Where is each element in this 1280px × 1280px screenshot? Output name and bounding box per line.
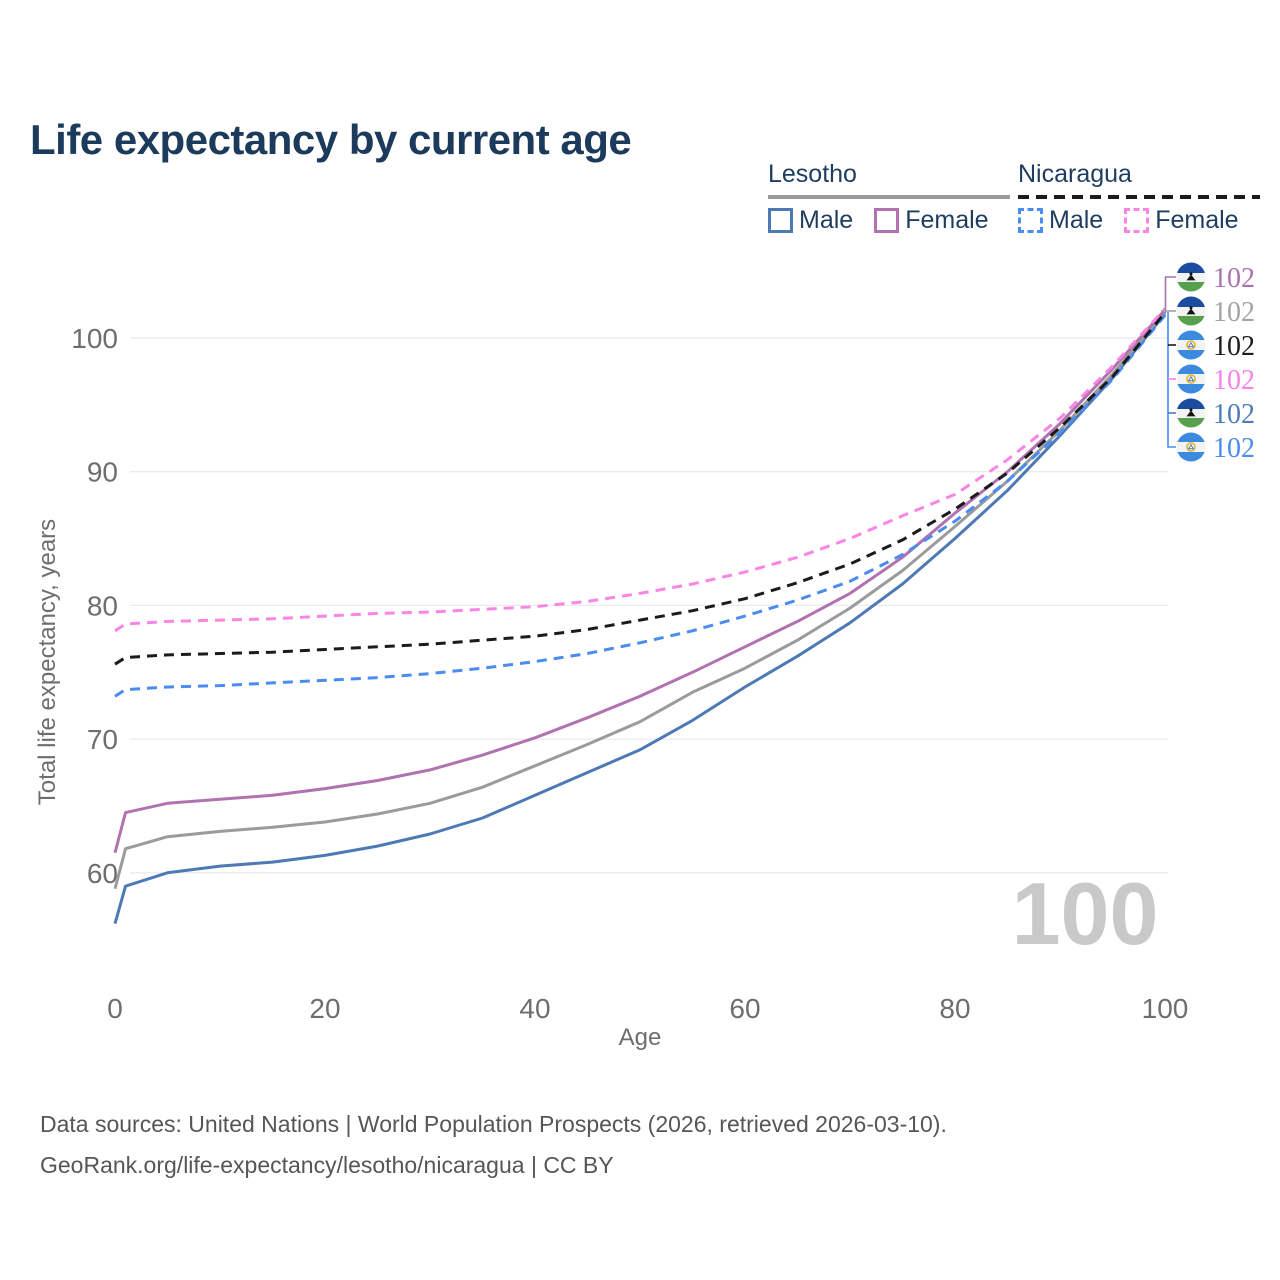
series-line-nicaragua-female bbox=[114, 307, 1167, 633]
x-tick-label-100: 100 bbox=[1142, 993, 1189, 1024]
y-tick-label-90: 90 bbox=[87, 457, 118, 488]
y-tick-label-70: 70 bbox=[87, 724, 118, 755]
legend-label: Female bbox=[1155, 206, 1239, 234]
y-tick-label-100: 100 bbox=[71, 323, 118, 354]
end-value-label-nicaragua-female: 102 bbox=[1213, 365, 1255, 396]
nicaragua-flag-icon bbox=[1176, 330, 1206, 360]
nicaragua-dashed-line-swatch bbox=[1018, 195, 1260, 199]
legend-label: Female bbox=[905, 206, 989, 234]
x-tick-label-80: 80 bbox=[939, 993, 970, 1024]
y-tick-label-80: 80 bbox=[87, 590, 118, 621]
y-tick-label-60: 60 bbox=[87, 858, 118, 889]
x-tick-label-20: 20 bbox=[309, 993, 340, 1024]
legend-items-lesotho: Male Female bbox=[768, 206, 1010, 235]
page-title: Life expectancy by current age bbox=[30, 116, 632, 164]
legend-items-nicaragua: Male Female bbox=[1018, 206, 1260, 235]
legend-label: Male bbox=[1049, 206, 1104, 234]
source-line-2: GeoRank.org/life-expectancy/lesotho/nica… bbox=[40, 1152, 614, 1178]
leader-line-lesotho-female bbox=[1164, 276, 1176, 313]
end-value-label-nicaragua-male: 102 bbox=[1213, 433, 1255, 464]
nicaragua-male-checkbox-icon[interactable] bbox=[1018, 208, 1043, 233]
legend-item-nicaragua-male[interactable]: Male bbox=[1018, 206, 1103, 235]
legend-item-nicaragua-female[interactable]: Female bbox=[1124, 206, 1239, 235]
end-value-label-lesotho-female: 102 bbox=[1213, 263, 1255, 294]
legend-title-lesotho[interactable]: Lesotho bbox=[768, 160, 857, 188]
series-line-nicaragua-male bbox=[114, 314, 1167, 698]
x-tick-label-40: 40 bbox=[519, 993, 550, 1024]
x-axis-title: Age bbox=[618, 1024, 662, 1051]
legend-item-lesotho-female[interactable]: Female bbox=[874, 206, 989, 235]
end-value-label-lesotho-both-sexes: 102 bbox=[1213, 297, 1255, 328]
x-tick-label-60: 60 bbox=[729, 993, 760, 1024]
legend-group-lesotho: Lesotho Male Female bbox=[768, 160, 1010, 235]
lesotho-flag-icon bbox=[1176, 262, 1206, 292]
nicaragua-female-checkbox-icon[interactable] bbox=[1124, 208, 1150, 233]
legend-title-nicaragua[interactable]: Nicaragua bbox=[1018, 160, 1132, 188]
leader-line-nicaragua-male bbox=[1167, 312, 1176, 448]
nicaragua-flag-icon bbox=[1176, 432, 1206, 462]
series-line-nicaragua-both-sexes bbox=[114, 311, 1167, 666]
lesotho-flag-icon bbox=[1176, 296, 1206, 326]
legend-item-lesotho-male[interactable]: Male bbox=[768, 206, 853, 235]
lesotho-solid-line-swatch bbox=[768, 195, 1010, 199]
series-line-lesotho-female bbox=[113, 308, 1167, 854]
series-line-lesotho-male bbox=[113, 312, 1167, 925]
lesotho-female-checkbox-icon[interactable] bbox=[874, 208, 900, 233]
source-line-1: Data sources: United Nations | World Pop… bbox=[40, 1111, 947, 1137]
y-axis-title: Total life expectancy, years bbox=[34, 518, 61, 806]
legend-group-nicaragua: Nicaragua Male Female bbox=[1018, 160, 1260, 235]
source-attribution: Data sources: United Nations | World Pop… bbox=[40, 1104, 947, 1186]
end-value-label-nicaragua-both-sexes: 102 bbox=[1213, 331, 1255, 362]
age-watermark: 100 bbox=[1012, 864, 1159, 963]
x-tick-label-0: 0 bbox=[107, 993, 123, 1024]
end-value-label-lesotho-male: 102 bbox=[1213, 399, 1255, 430]
nicaragua-flag-icon bbox=[1176, 364, 1206, 394]
series-line-lesotho-both-sexes bbox=[113, 311, 1167, 890]
lesotho-flag-icon bbox=[1176, 398, 1206, 428]
legend-label: Male bbox=[799, 206, 854, 234]
lesotho-male-checkbox-icon[interactable] bbox=[768, 208, 793, 233]
